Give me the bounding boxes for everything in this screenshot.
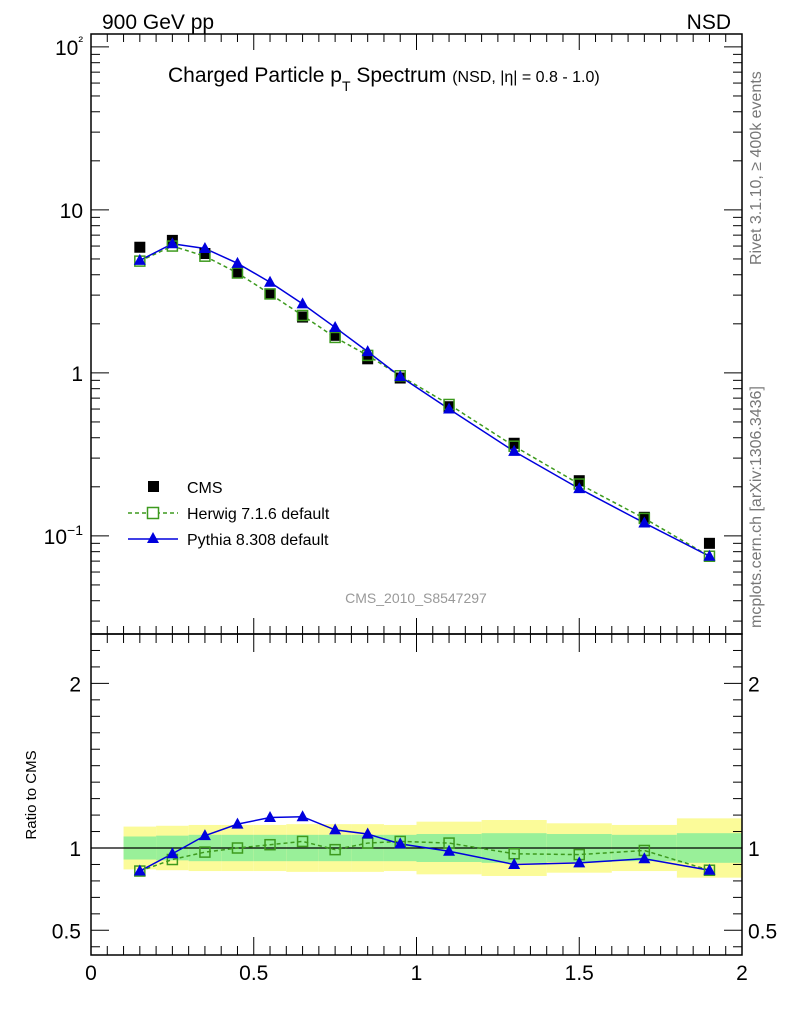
- ratio-frame: [90, 633, 743, 956]
- pythia-ratio-point: [296, 810, 309, 822]
- pythia-point: [394, 370, 407, 382]
- main-ytick-label: 10²: [55, 33, 83, 60]
- main-ytick-label: 1: [71, 363, 83, 386]
- pythia-point: [231, 256, 244, 268]
- pythia-ratio-point: [703, 863, 716, 875]
- cms-point: [231, 267, 243, 279]
- title-main2: Spectrum: [351, 64, 447, 87]
- pythia-ratio-point: [198, 829, 211, 841]
- cms-point: [134, 241, 146, 253]
- pythia-ratio-point: [443, 844, 456, 856]
- cms-point: [329, 329, 341, 341]
- rivet-note: Rivet 3.1.10, ≥ 400k events: [748, 71, 765, 265]
- ratio-panel: 0 0.5 1 1.5 20.5 0.51 12 2 Ratio to CMS: [23, 633, 777, 985]
- pythia-point: [198, 241, 211, 253]
- herwig-ratio-point: [264, 838, 276, 851]
- legend-herwig: Herwig 7.1.6 default: [128, 506, 330, 523]
- pythia-point: [329, 320, 342, 332]
- cms-point: [264, 288, 276, 300]
- pythia-ratio-point: [133, 864, 146, 876]
- title-small: (NSD, |η| = 0.8 - 1.0): [452, 69, 599, 86]
- pythia-ratio-point: [231, 817, 244, 829]
- herwig-ratio-point: [231, 842, 244, 854]
- herwig-ratio-point: [329, 843, 341, 856]
- pythia-point: [166, 237, 179, 249]
- header-left: 900 GeV pp: [102, 11, 214, 34]
- legend-herwig-marker: [146, 506, 160, 520]
- legend-pythia-label: Pythia 8.308 default: [187, 532, 329, 549]
- legend-pythia: Pythia 8.308 default: [128, 532, 329, 549]
- header-right: NSD: [687, 11, 731, 34]
- chart-title: Charged Particle pT Spectrum (NSD, |η| = …: [168, 64, 600, 94]
- pythia-ratio-point: [638, 852, 651, 864]
- pythia-ratio-line: [139, 815, 710, 872]
- title-sub: T: [342, 78, 351, 94]
- pythia-ratio-point: [329, 823, 342, 835]
- pythia-ratio-point: [508, 857, 521, 869]
- legend: CMS Herwig 7.1.6 default Pythia 8.308 de…: [128, 480, 330, 549]
- ratio-xtick-label: 1.5: [565, 962, 594, 985]
- ratio-ytick-label-right: 2: [748, 673, 760, 696]
- cms-point: [573, 475, 585, 487]
- herwig-ratio-point: [296, 835, 309, 848]
- mcplots-note: mcplots.cern.ch [arXiv:1306.3436]: [748, 386, 765, 628]
- main-ytick-label: 10−1: [44, 522, 84, 549]
- herwig-ratio-point: [199, 846, 211, 858]
- pythia-point: [264, 275, 277, 287]
- ratio-xtick-label: 0: [85, 962, 97, 985]
- pythia-point: [573, 482, 586, 494]
- pythia-ratio-point: [166, 847, 179, 859]
- pythia-ratio-point: [264, 811, 277, 823]
- main-ytick-label: 10: [60, 200, 83, 223]
- pythia-point: [133, 253, 146, 265]
- legend-cms-marker: [148, 481, 159, 492]
- pythia-point: [508, 444, 521, 456]
- main-axis-ticks: 10−1 1 10 10²: [44, 33, 743, 634]
- legend-cms: CMS: [148, 480, 223, 497]
- herwig-point: [296, 309, 309, 322]
- cms-point: [362, 353, 374, 365]
- herwig-point: [231, 267, 244, 279]
- ratio-xtick-label: 1: [411, 962, 423, 985]
- pythia-ratio-point: [394, 837, 407, 849]
- ratio-ytick-label: 0.5: [52, 920, 81, 943]
- ratio-ytick-label-right: 1: [748, 838, 760, 861]
- cms-point: [703, 537, 715, 549]
- ratio-ytick-label-right: 0.5: [748, 920, 777, 943]
- ratio-ylabel: Ratio to CMS: [23, 750, 40, 839]
- cms-point: [508, 437, 520, 449]
- ratio-axis-ticks: 0 0.5 1 1.5 20.5 0.51 12 2: [52, 633, 777, 985]
- analysis-watermark: CMS_2010_S8547297: [345, 590, 487, 606]
- ratio-ytick-label: 1: [69, 838, 81, 861]
- cms-point: [199, 248, 211, 260]
- legend-herwig-label: Herwig 7.1.6 default: [187, 506, 330, 523]
- pythia-point: [638, 516, 651, 528]
- cms-point: [297, 311, 309, 323]
- herwig-point: [329, 331, 341, 344]
- title-main: Charged Particle p: [168, 64, 342, 87]
- main-panel: 10−1 1 10 10² Charged Particle pT Spectrum (…: [44, 33, 743, 635]
- pythia-point: [361, 345, 374, 357]
- ratio-xtick-label: 2: [736, 962, 748, 985]
- pythia-ratio-point: [361, 827, 374, 839]
- ratio-ytick-label: 2: [69, 673, 81, 696]
- legend-pythia-marker: [147, 532, 159, 543]
- pythia-point: [703, 549, 716, 561]
- pythia-point: [296, 297, 309, 309]
- legend-cms-label: CMS: [187, 480, 223, 497]
- pythia-point: [443, 402, 456, 414]
- pythia-ratio-point: [573, 856, 586, 868]
- ratio-xtick-label: 0.5: [239, 962, 268, 985]
- herwig-point: [264, 288, 276, 300]
